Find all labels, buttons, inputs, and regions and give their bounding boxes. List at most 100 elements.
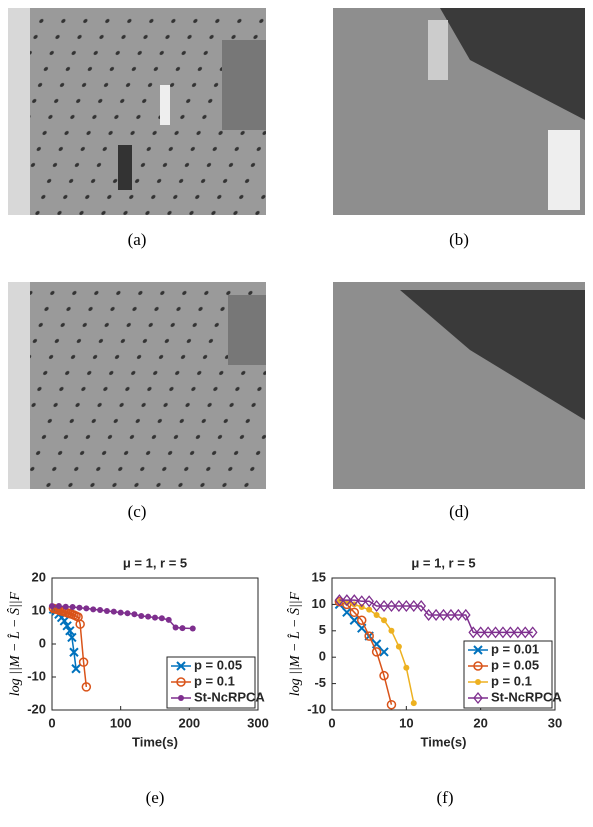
marker (410, 700, 417, 707)
marker (498, 626, 508, 639)
marker (395, 643, 402, 650)
marker (75, 619, 85, 629)
marker (386, 699, 397, 710)
marker (179, 625, 186, 632)
marker (69, 647, 79, 657)
marker (152, 614, 158, 621)
marker (55, 603, 62, 610)
marker (364, 595, 374, 608)
x-axis-label: Time(s) (132, 734, 178, 749)
image-b (333, 8, 585, 215)
caption: (e) (146, 788, 165, 807)
x-tick-label: 30 (548, 715, 562, 730)
chart-title: μ = 1, r = 5 (411, 555, 475, 570)
x-tick-label: 200 (178, 715, 200, 730)
legend-marker (178, 695, 184, 701)
marker (81, 682, 92, 692)
legend-marker (176, 677, 186, 687)
marker (381, 617, 388, 624)
marker (67, 632, 77, 643)
marker (371, 647, 382, 657)
marker (371, 599, 382, 613)
marker (124, 610, 131, 617)
legend-marker (473, 691, 483, 705)
marker (83, 605, 90, 612)
marker (520, 626, 531, 639)
x-tick-label: 0 (328, 715, 335, 730)
marker (69, 604, 76, 611)
image-c (8, 282, 266, 489)
legend-marker (176, 661, 186, 671)
marker (71, 664, 81, 674)
marker (62, 603, 69, 610)
marker (342, 594, 352, 607)
caption: (b) (449, 230, 469, 249)
legend-marker (473, 661, 483, 671)
marker (446, 608, 456, 622)
marker (131, 611, 138, 618)
chart-title: μ = 1, r = 5 (123, 555, 187, 570)
legend-label: St-NcRPCA (194, 689, 265, 704)
marker (356, 615, 367, 625)
y-tick-label: -10 (27, 668, 46, 683)
marker (349, 615, 360, 625)
marker (165, 616, 172, 623)
legend-label: p = 0.01 (491, 641, 539, 656)
marker (379, 647, 389, 657)
marker (78, 657, 89, 667)
marker (342, 607, 352, 618)
y-tick-label: 10 (312, 596, 326, 611)
marker (505, 626, 516, 639)
x-tick-label: 300 (247, 715, 269, 730)
caption: (a) (128, 230, 147, 249)
marker (379, 599, 389, 613)
legend: p = 0.01p = 0.05p = 0.1St-NcRPCA (463, 640, 562, 709)
y-tick-label: -10 (307, 701, 326, 716)
marker (62, 621, 72, 631)
x-tick-label: 10 (399, 715, 413, 730)
y-tick-label: 0 (319, 649, 326, 664)
image-d (333, 282, 585, 489)
marker (349, 607, 360, 618)
marker (334, 594, 345, 607)
marker (423, 608, 434, 622)
x-tick-label: 20 (473, 715, 487, 730)
marker (76, 604, 83, 611)
x-tick-label: 0 (48, 715, 55, 730)
marker (59, 616, 70, 626)
marker (189, 625, 196, 632)
marker (117, 609, 124, 616)
marker (460, 608, 471, 622)
marker (379, 670, 389, 681)
marker (386, 599, 397, 613)
marker (408, 599, 419, 613)
marker (158, 615, 165, 622)
marker (513, 626, 523, 639)
y-axis-label: log ||M − L̂ − Ŝ||F (6, 591, 23, 696)
marker (65, 626, 75, 636)
y-tick-label: 15 (312, 569, 326, 584)
marker (438, 608, 449, 622)
y-tick-label: -5 (314, 675, 326, 690)
legend: p = 0.05p = 0.1St-NcRPCA (166, 656, 265, 709)
caption: (f) (437, 788, 454, 807)
marker (394, 599, 404, 613)
y-axis-label: log ||M − L̂ − Ŝ||F (286, 591, 303, 696)
marker (364, 631, 374, 641)
marker (110, 608, 117, 615)
marker (103, 608, 110, 614)
marker (490, 626, 501, 639)
y-tick-label: 0 (39, 635, 46, 650)
marker (366, 606, 373, 613)
y-tick-label: 5 (319, 622, 326, 637)
caption: (c) (128, 502, 147, 521)
marker (453, 608, 464, 622)
marker (468, 626, 479, 639)
y-tick-label: -20 (27, 701, 46, 716)
marker (416, 599, 427, 613)
legend-label: p = 0.1 (194, 673, 235, 688)
x-axis-label: Time(s) (421, 734, 467, 749)
marker (97, 607, 104, 614)
y-tick-label: 10 (32, 602, 46, 617)
